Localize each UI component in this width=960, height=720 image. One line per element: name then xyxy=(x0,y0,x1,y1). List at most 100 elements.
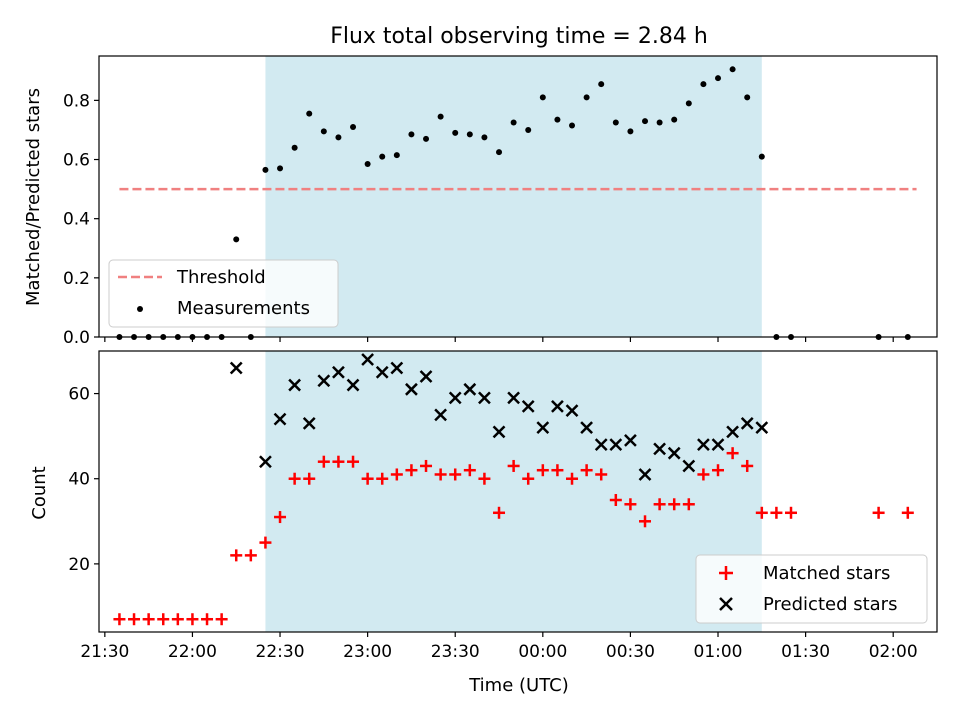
legend-matched-label: Matched stars xyxy=(763,563,890,584)
count-marks xyxy=(113,353,914,626)
plot-frame xyxy=(98,55,938,338)
predicted-star-stroke-b xyxy=(682,459,696,473)
predicted-star-stroke-b xyxy=(463,382,477,396)
predicted-star-stroke-b xyxy=(755,421,769,435)
matched-star-point xyxy=(639,515,652,528)
measurement-point xyxy=(510,119,517,126)
measurement-point xyxy=(729,66,736,73)
matched-star-point xyxy=(478,472,491,485)
predicted-star-stroke-b xyxy=(317,374,331,388)
measurement-point xyxy=(262,166,269,173)
matched-star-point xyxy=(201,613,214,626)
count-legend: Matched stars Predicted stars xyxy=(695,554,928,624)
predicted-star-stroke-b xyxy=(273,412,287,426)
predicted-star-point xyxy=(507,391,521,405)
measurement-point xyxy=(408,131,415,138)
predicted-star-stroke-b xyxy=(405,382,418,396)
measurement-point xyxy=(452,129,459,136)
predicted-star-point xyxy=(259,455,272,469)
observing-window-shade-top xyxy=(265,56,762,337)
matched-star-point xyxy=(901,506,914,519)
matched-star-point xyxy=(361,472,374,485)
matched-star-point xyxy=(624,498,637,511)
predicted-star-stroke-b xyxy=(580,421,594,435)
predicted-star-stroke-b xyxy=(536,421,550,435)
measurement-point xyxy=(437,113,444,120)
measurement-point xyxy=(393,152,400,159)
measurement-point xyxy=(569,122,576,129)
y-tick-label: 0.4 xyxy=(63,210,90,230)
predicted-star-stroke-b xyxy=(361,353,375,366)
x-tick-label: 23:00 xyxy=(343,642,392,662)
matched-star-point xyxy=(726,447,739,460)
measurement-point xyxy=(685,100,692,107)
predicted-star-stroke-b xyxy=(507,391,521,405)
x-tick-label: 02:00 xyxy=(869,642,918,662)
predicted-star-point xyxy=(346,378,360,392)
predicted-star-stroke-b xyxy=(638,468,652,481)
predicted-star-point xyxy=(478,391,491,405)
predicted-star-point xyxy=(609,438,623,452)
x-tick-label: 21:30 xyxy=(80,642,129,662)
matched-star-point xyxy=(317,455,330,468)
measurement-point xyxy=(364,160,371,167)
predicted-star-point xyxy=(638,468,652,481)
predicted-star-point xyxy=(229,361,243,375)
predicted-star-stroke-b xyxy=(565,404,579,417)
matched-star-point xyxy=(244,549,257,562)
matched-star-point xyxy=(186,613,199,626)
measurement-point xyxy=(583,94,590,101)
predicted-star-stroke-b xyxy=(521,399,535,413)
predicted-star-point xyxy=(521,399,535,413)
predicted-star-point xyxy=(565,404,579,417)
legend-threshold-label: Threshold xyxy=(176,267,266,288)
y-tick-label: 0.8 xyxy=(63,91,90,111)
measurement-point xyxy=(554,116,561,123)
predicted-star-point xyxy=(375,365,389,379)
predicted-star-point xyxy=(434,408,448,422)
predicted-star-stroke-b xyxy=(434,408,448,422)
matched-star-point xyxy=(347,455,360,468)
measurement-point xyxy=(379,153,386,160)
predicted-star-point xyxy=(361,353,375,366)
matched-star-point xyxy=(653,498,666,511)
y-tick-label: 0.6 xyxy=(63,151,90,171)
count-panel: 20 40 60 21:30 22:00 22:30 23:00 23:30 00:00 00:3… xyxy=(29,350,938,696)
count-legend-box xyxy=(695,554,928,624)
predicted-star-point xyxy=(405,382,418,396)
predicted-star-point xyxy=(551,399,564,413)
predicted-star-point xyxy=(448,391,462,405)
measurement-point xyxy=(539,94,546,101)
x-tick-label: 01:00 xyxy=(694,642,743,662)
matched-star-point xyxy=(376,472,389,485)
matched-star-point xyxy=(405,464,418,477)
legend-predicted-label: Predicted stars xyxy=(763,594,897,615)
predicted-star-point xyxy=(755,421,769,435)
y-tick-label: 0.2 xyxy=(63,269,90,289)
predicted-star-stroke-b xyxy=(332,365,345,379)
ratio-axes: 0.0 0.2 0.4 0.6 0.8 xyxy=(63,55,938,348)
measurement-point xyxy=(496,149,503,156)
matched-star-point xyxy=(463,464,476,477)
ratio-legend-box xyxy=(108,259,339,328)
legend-measurements-label: Measurements xyxy=(177,298,310,319)
matched-star-point xyxy=(434,468,447,481)
matched-star-point xyxy=(872,506,885,519)
matched-star-point xyxy=(785,506,798,519)
x-tick-label: 22:30 xyxy=(256,642,305,662)
matched-star-point xyxy=(113,613,126,626)
predicted-star-point xyxy=(726,425,739,439)
measurement-point xyxy=(466,131,473,138)
matched-star-point xyxy=(171,613,184,626)
matched-star-point xyxy=(682,498,695,511)
predicted-star-stroke-b xyxy=(448,391,462,405)
matched-star-point xyxy=(303,472,316,485)
matched-star-point xyxy=(274,511,287,524)
observing-window-shade-bottom xyxy=(265,351,762,632)
measurement-point xyxy=(612,119,619,126)
predicted-star-stroke-b xyxy=(667,446,681,460)
predicted-star-point xyxy=(580,421,594,435)
y-tick-label: 20 xyxy=(68,555,90,575)
matched-star-point xyxy=(288,472,301,485)
predicted-star-stroke-b xyxy=(302,416,316,430)
